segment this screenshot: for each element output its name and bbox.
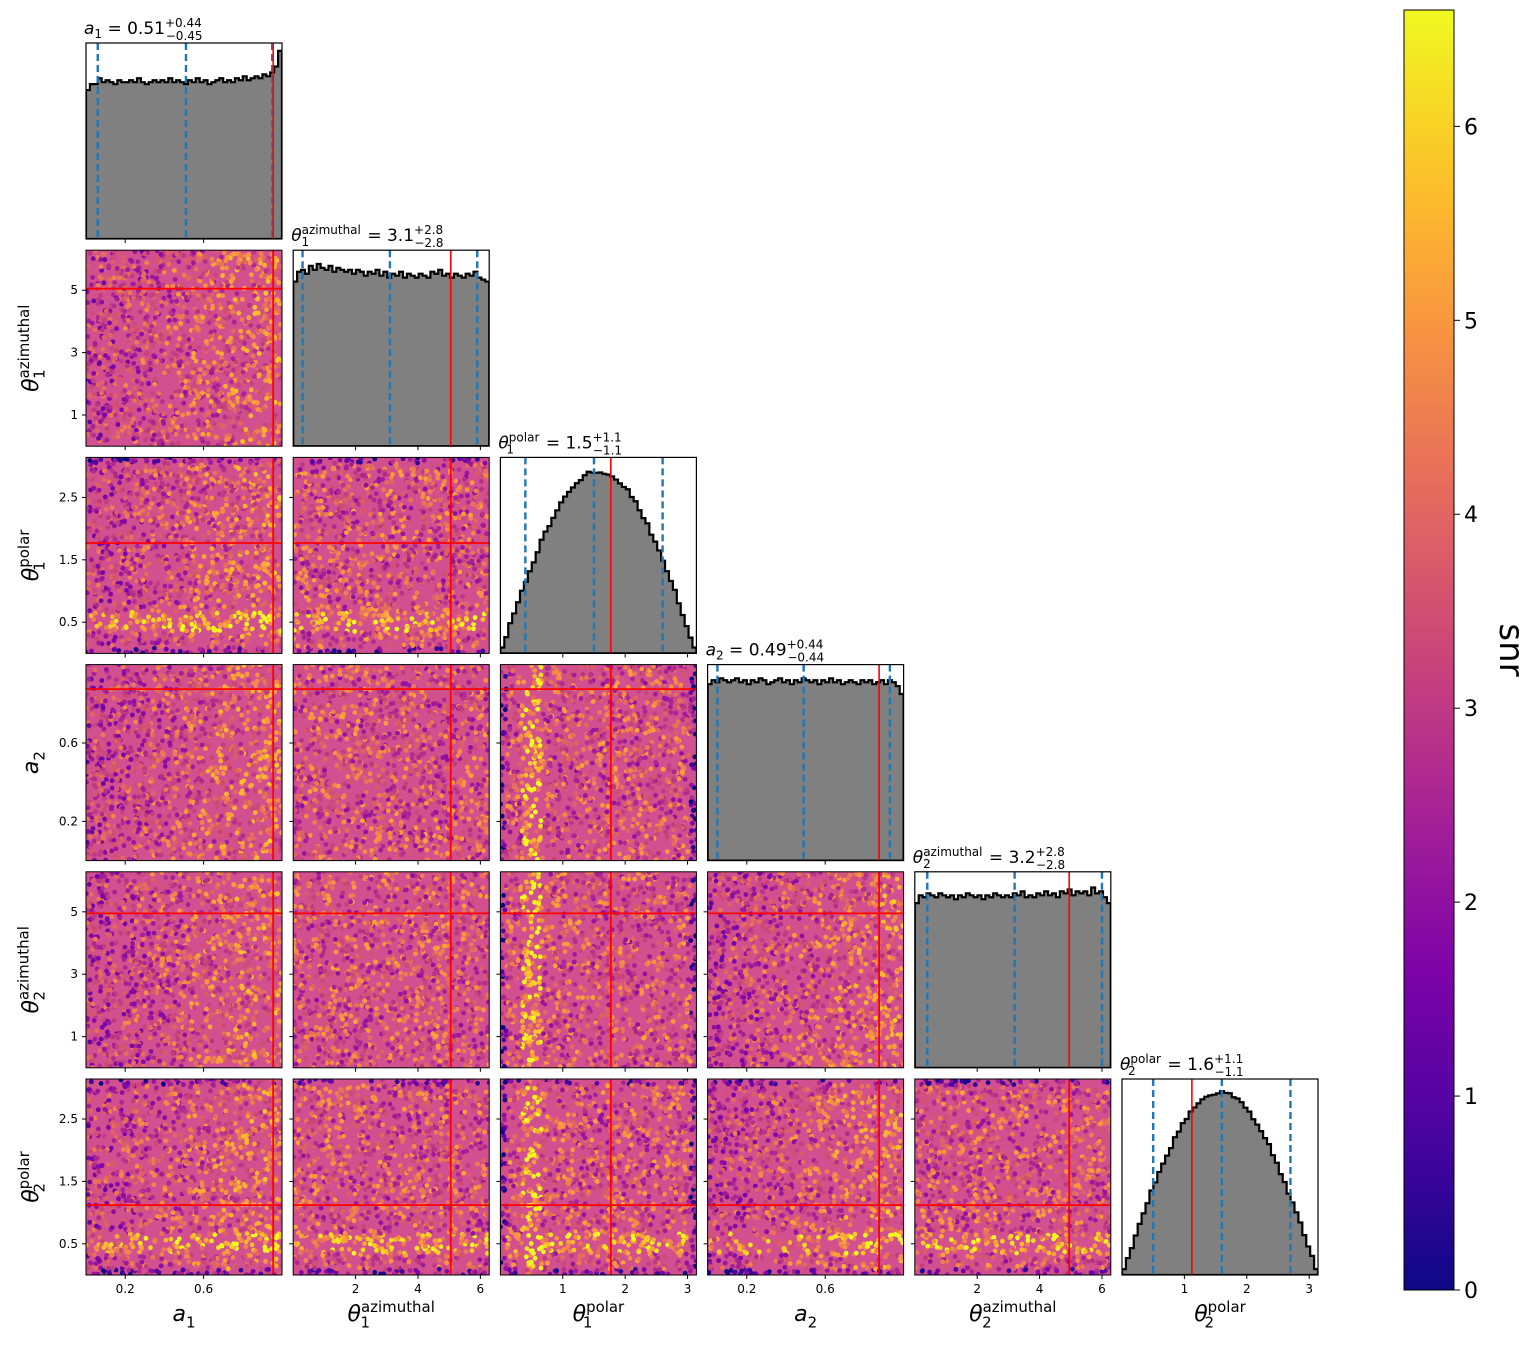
scatter-panel-a1-a2: 0.2 0.6 a2	[19, 664, 283, 865]
xtick-th1pol-2: 3	[684, 1282, 692, 1296]
ytick-th1az-2: 5	[70, 283, 78, 297]
xlabel-th2pol: θpolar 2	[1194, 1298, 1246, 1332]
hist-panel-th2az: θazimuthal 2 = 3.2+2.8 −2.8	[913, 845, 1112, 1072]
colorbar-tick-0: 0	[1464, 1279, 1478, 1304]
title-th2az: θazimuthal 2 = 3.2+2.8 −2.8	[913, 845, 1065, 872]
scatter-panel-a1-th1pol: 0.5 1.5 2.5 θpolar1	[15, 456, 283, 658]
ylabel-th2az: θazimuthal2	[15, 926, 49, 1013]
xtick-th1pol-0: 1	[559, 1282, 567, 1296]
xlabel-th1az: θazimuthal 1	[348, 1298, 435, 1332]
hist-panel-a2: a2 = 0.49+0.44 −0.44	[706, 638, 905, 865]
ytick-th2pol-1: 1.5	[59, 1174, 78, 1188]
ylabel-th1pol: θpolar1	[15, 529, 49, 581]
colorbar-tick-6: 6	[1464, 115, 1478, 140]
histogram-th1pol	[500, 470, 697, 654]
scatter-panel-th2az-th2pol: 2 4 6 θazimuthal 2	[910, 1078, 1112, 1332]
scatter-panel-th1az-th1pol	[289, 456, 490, 658]
xtick-th2az-0: 2	[973, 1282, 981, 1296]
scatter-panel-th1pol-th2pol: 1 2 3 θpolar 1	[496, 1078, 697, 1332]
xtick-a2-1: 0.6	[816, 1282, 835, 1296]
xtick-a1-1: 0.6	[194, 1282, 213, 1296]
histogram-a1	[86, 49, 282, 239]
xlabel-a1: a1	[173, 1302, 196, 1332]
ytick-th1az-1: 3	[70, 346, 78, 360]
hist-panel-th1pol: θpolar 1 = 1.5+1.1 −1.1	[498, 430, 697, 658]
histogram-a2	[707, 677, 904, 861]
ylabel-th2pol: θpolar2	[15, 1150, 49, 1202]
scatter-panel-a2-th2pol: 0.2 0.6 a2	[703, 1078, 905, 1332]
title-th1az: θazimuthal 1 = 3.1+2.8 −2.8	[291, 223, 443, 250]
ytick-th1pol-1: 1.5	[59, 553, 78, 567]
xtick-th1pol-1: 2	[621, 1282, 629, 1296]
ytick-th1az-0: 1	[70, 408, 78, 422]
ytick-a2-0: 0.2	[59, 814, 78, 828]
xtick-th2pol-0: 1	[1181, 1282, 1189, 1296]
histogram-th1az	[293, 262, 490, 447]
xtick-a1-0: 0.2	[116, 1282, 135, 1296]
colorbar-tick-5: 5	[1464, 309, 1478, 334]
histogram-th2az	[914, 886, 1111, 1068]
xtick-th1az-1: 4	[414, 1282, 422, 1296]
xtick-th2pol-1: 2	[1243, 1282, 1251, 1296]
hist-panel-th1az: θazimuthal 1 = 3.1+2.8 −2.8	[291, 223, 490, 451]
xlabel-a2: a2	[794, 1302, 817, 1332]
ytick-th2pol-2: 2.5	[59, 1112, 78, 1126]
scatter-panel-a1-th2pol: 0.5 1.5 2.5 θpolar2 0.2 0.6 a1	[15, 1078, 283, 1332]
histogram-th2pol	[1122, 1089, 1318, 1275]
colorbar: 0 1 2 3 4 5 6 snr	[1403, 9, 1531, 1304]
scatter-panel-th1pol-a2	[496, 664, 697, 865]
scatter-panel-a1-th2az: 1 3 5 θazimuthal2	[15, 871, 283, 1072]
scatter-panel-a1-th1az: 1 3 5 θazimuthal1	[15, 249, 283, 451]
title-a2: a2 = 0.49+0.44 −0.44	[706, 638, 825, 665]
ytick-th2az-2: 5	[70, 905, 78, 919]
xtick-th1az-0: 2	[352, 1282, 360, 1296]
xlabel-th1pol: θpolar 1	[573, 1298, 625, 1332]
ytick-th1pol-0: 0.5	[59, 615, 78, 629]
colorbar-tick-3: 3	[1464, 697, 1478, 722]
colorbar-tick-2: 2	[1464, 891, 1478, 916]
scatter-panel-th1az-th2pol: 2 4 6 θazimuthal 1	[289, 1078, 490, 1332]
xlabel-th2az: θazimuthal 2	[969, 1298, 1056, 1332]
colorbar-label: snr	[1491, 623, 1531, 676]
hist-panel-th2pol: θpolar 2 = 1.6+1.1 −1.1 1 2 3 θpolar 2	[1120, 1052, 1319, 1332]
ytick-th2pol-0: 0.5	[59, 1237, 78, 1251]
ylabel-a2: a2	[19, 751, 49, 774]
hist-panel-a1: a1 = 0.51+0.44 −0.45	[84, 16, 283, 243]
title-th2pol: θpolar 2 = 1.6+1.1 −1.1	[1120, 1052, 1244, 1079]
title-th1pol: θpolar 1 = 1.5+1.1 −1.1	[498, 430, 622, 457]
colorbar-tick-1: 1	[1464, 1085, 1478, 1110]
ytick-th2az-0: 1	[70, 1030, 78, 1044]
xtick-th2pol-2: 3	[1305, 1282, 1313, 1296]
scatter-panel-th1az-a2	[289, 664, 490, 865]
ytick-a2-1: 0.6	[59, 736, 78, 750]
scatter-panel-th1pol-th2az	[496, 871, 697, 1072]
ytick-th2az-1: 3	[70, 967, 78, 981]
ylabel-th1az: θazimuthal1	[15, 305, 49, 392]
ytick-th1pol-2: 2.5	[59, 490, 78, 504]
colorbar-tick-4: 4	[1464, 503, 1478, 528]
title-a1: a1 = 0.51+0.44 −0.45	[84, 16, 203, 43]
xtick-th2az-1: 4	[1036, 1282, 1044, 1296]
xtick-th2az-2: 6	[1098, 1282, 1106, 1296]
xtick-a2-0: 0.2	[737, 1282, 756, 1296]
scatter-panel-a2-th2az	[703, 871, 905, 1072]
scatter-panel-th1az-th2az	[289, 871, 490, 1072]
xtick-th1az-2: 6	[477, 1282, 485, 1296]
